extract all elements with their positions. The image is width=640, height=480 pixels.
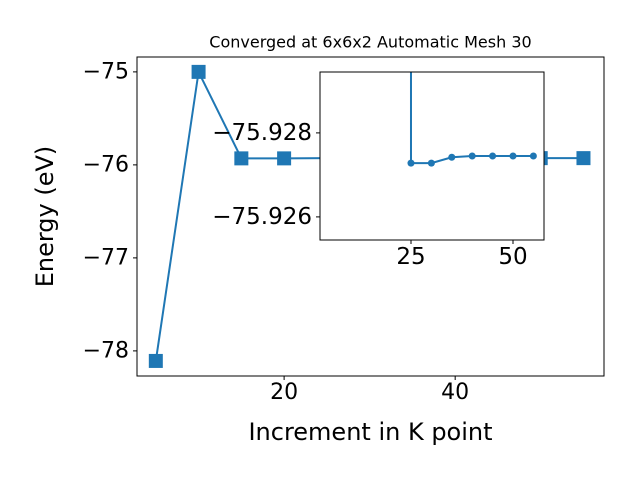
marker [576, 151, 591, 166]
marker [234, 151, 249, 166]
marker [529, 152, 537, 160]
marker [427, 159, 435, 167]
y-tick-label: −75.926 [212, 204, 312, 230]
axes-frame [319, 71, 545, 241]
x-tick-label: 25 [396, 244, 425, 270]
y-tick-label: −76 [83, 152, 129, 177]
marker [191, 64, 206, 79]
plot-area [407, 72, 537, 167]
x-tick-label: 50 [498, 244, 527, 270]
axes-frame [136, 56, 605, 377]
y-tick-label: −75 [83, 59, 129, 84]
marker [407, 159, 415, 167]
y-tick-label: −77 [83, 245, 129, 270]
marker [509, 152, 517, 160]
marker [277, 151, 292, 166]
x-tick-label: 40 [441, 380, 469, 405]
y-tick-label: −75.928 [212, 120, 312, 146]
x-axis-label: Increment in K point [248, 418, 492, 446]
marker [468, 152, 476, 160]
marker [448, 153, 456, 161]
y-axis-label: Energy (eV) [31, 146, 59, 288]
x-tick-label: 20 [270, 380, 298, 405]
marker [148, 353, 163, 368]
chart-title: Converged at 6x6x2 Automatic Mesh 30 [209, 33, 531, 52]
marker [489, 152, 497, 160]
y-tick-label: −78 [83, 338, 129, 363]
